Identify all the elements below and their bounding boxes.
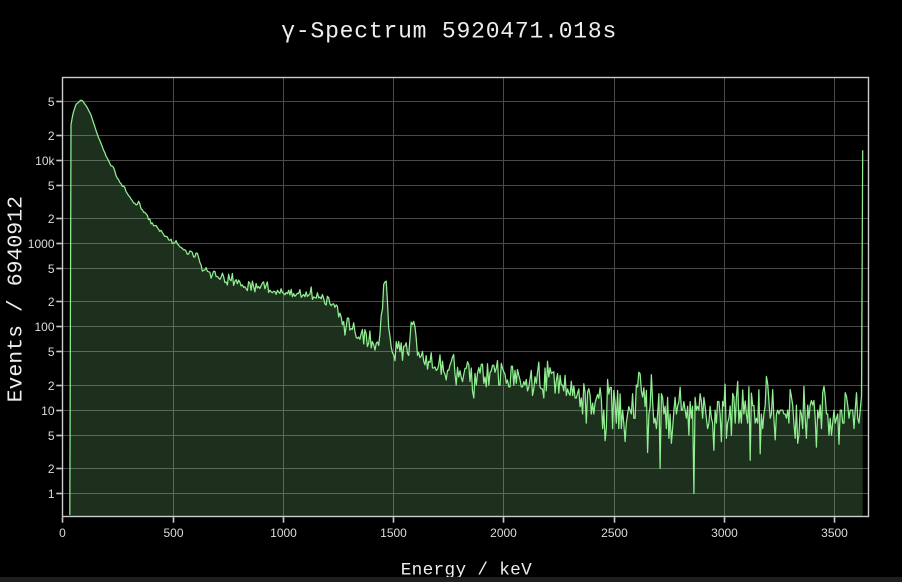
svg-text:5: 5 [48,345,55,359]
svg-text:γ-Spectrum 5920471.018s: γ-Spectrum 5920471.018s [281,19,617,45]
svg-text:1: 1 [48,487,55,501]
svg-text:1000: 1000 [28,237,55,251]
svg-text:2: 2 [48,129,55,143]
svg-text:5: 5 [48,95,55,109]
svg-text:2: 2 [48,379,55,393]
svg-text:10: 10 [41,404,55,418]
svg-text:1500: 1500 [380,526,407,540]
svg-text:500: 500 [163,526,183,540]
svg-text:3000: 3000 [711,526,738,540]
svg-text:5: 5 [48,262,55,276]
svg-text:5: 5 [48,179,55,193]
svg-text:Energy / keV: Energy / keV [401,560,532,580]
svg-text:2: 2 [48,462,55,476]
svg-text:0: 0 [59,526,66,540]
svg-text:100: 100 [34,320,54,334]
svg-text:2: 2 [48,212,55,226]
svg-text:10k: 10k [35,154,55,168]
svg-text:5: 5 [48,429,55,443]
svg-text:Events / 6940912: Events / 6940912 [4,196,28,402]
svg-text:2000: 2000 [490,526,517,540]
svg-text:3500: 3500 [821,526,848,540]
svg-text:2500: 2500 [601,526,628,540]
svg-text:1000: 1000 [270,526,297,540]
svg-text:2: 2 [48,295,55,309]
